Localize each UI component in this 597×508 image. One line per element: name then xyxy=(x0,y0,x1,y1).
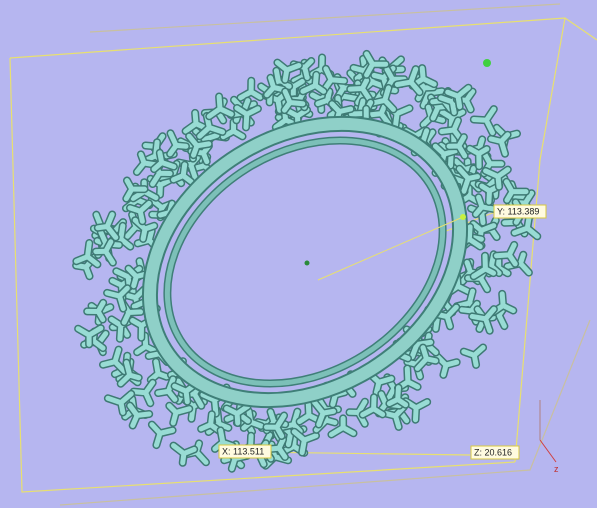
lattice-tube xyxy=(471,253,496,279)
z-label: Z: 20.616 xyxy=(474,447,512,457)
lattice-tube xyxy=(300,72,327,94)
lattice-tube xyxy=(75,325,104,347)
axis-label: z xyxy=(554,464,559,474)
lattice-tube xyxy=(171,162,194,185)
label-box xyxy=(470,445,520,460)
lattice-tube xyxy=(488,132,511,157)
lattice-tube xyxy=(291,429,319,456)
lattice-tube xyxy=(127,200,152,224)
lattice-tube xyxy=(118,360,142,387)
axis-triad: z xyxy=(539,400,559,474)
lattice-tube xyxy=(264,75,286,98)
lattice-tube xyxy=(445,85,471,110)
bounding-box xyxy=(9,3,597,506)
pick-point xyxy=(483,59,491,67)
x-label: X: 113.511 xyxy=(222,446,264,456)
lattice-tube xyxy=(93,239,116,266)
lattice-tube xyxy=(473,194,498,217)
lattice-tube xyxy=(132,217,157,242)
measure-line xyxy=(317,216,464,281)
lattice-tube xyxy=(264,413,287,439)
lattice-tube xyxy=(311,399,336,427)
lattice-tube xyxy=(123,178,147,202)
lattice-tube xyxy=(461,345,486,368)
lattice-tube xyxy=(328,415,356,437)
box-edge xyxy=(514,17,566,463)
lattice-tube xyxy=(364,51,389,78)
lattice-tube xyxy=(167,130,189,157)
lattice-tube xyxy=(186,133,212,158)
y-label: Y: 113.389 xyxy=(497,206,539,216)
box-edge xyxy=(59,319,591,506)
lattice-tube xyxy=(234,105,261,130)
lattice-tube xyxy=(166,403,192,426)
lattice-tube xyxy=(149,422,176,448)
lattice-tube xyxy=(100,347,127,374)
lattice-tube xyxy=(483,167,511,190)
lattice-tube xyxy=(105,391,134,415)
lattice-tube xyxy=(394,66,423,95)
lattice-tube xyxy=(434,353,460,378)
axis-line xyxy=(539,439,557,463)
lattice-tube xyxy=(84,300,106,322)
lattice-tube xyxy=(446,134,468,159)
lattice-tube xyxy=(494,242,518,267)
lattice-tube xyxy=(274,60,302,83)
lattice-tube xyxy=(127,403,152,428)
lattice-tube xyxy=(456,166,480,194)
lattice-tube xyxy=(415,345,439,371)
lattice-tube xyxy=(206,94,234,119)
lattice-tube xyxy=(73,240,100,267)
lattice xyxy=(72,49,542,473)
lattice-tube xyxy=(322,66,347,92)
ring-inner xyxy=(164,137,446,387)
lattice-tube xyxy=(370,85,396,112)
box-edge xyxy=(9,57,516,493)
lattice-tube xyxy=(151,150,177,172)
box-edge xyxy=(89,3,561,33)
lattice-tube xyxy=(504,179,529,203)
pick-point xyxy=(460,214,466,220)
label-box xyxy=(493,204,547,219)
lattice-tube xyxy=(471,106,497,136)
lattice-tube xyxy=(220,119,245,140)
lattice-tube xyxy=(386,385,409,408)
lattice-tube xyxy=(360,394,386,418)
lattice-tube xyxy=(469,306,497,334)
ring-outer xyxy=(143,117,467,407)
center-point xyxy=(304,260,310,266)
lattice-tube xyxy=(347,77,372,101)
lattice-tube xyxy=(171,443,197,466)
lattice-tube xyxy=(224,404,250,426)
lattice-tube xyxy=(131,380,156,406)
label-box xyxy=(218,444,272,459)
lattice-tube xyxy=(511,215,540,239)
lattice-tube xyxy=(95,212,119,240)
lattice-tube xyxy=(282,89,306,113)
lattice-tube xyxy=(104,285,130,312)
lattice-tube xyxy=(467,146,490,169)
lattice-tube xyxy=(238,78,263,101)
